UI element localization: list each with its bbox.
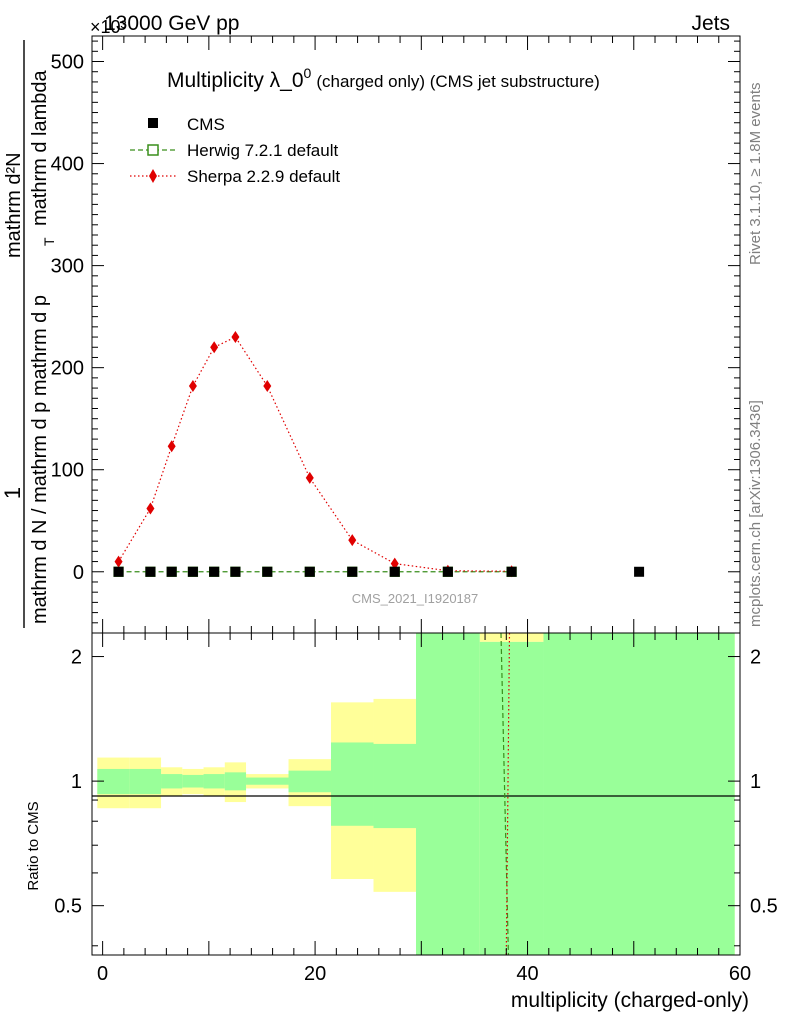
- ratio-band-green: [543, 633, 735, 955]
- cms-point: [145, 566, 156, 577]
- main-y-tick-label: 300: [51, 256, 84, 278]
- ratio-band-green: [224, 772, 247, 791]
- main-x-axis-ticks: [102, 36, 741, 633]
- y-scale-exponent: ×10³: [90, 17, 127, 37]
- sherpa-point: [114, 555, 123, 568]
- ratio-y-tick-label-left: 0.5: [54, 896, 82, 918]
- ratio-band-green: [479, 641, 544, 955]
- ratio-panel: 0.5 0.5 1 1 2 2 0 20 40 60: [54, 632, 778, 985]
- ratio-x-axis: 0 20 40 60: [97, 633, 751, 985]
- legend-cms-label: CMS: [187, 115, 225, 134]
- cms-point: [166, 566, 177, 577]
- x-axis-label: multiplicity (charged-only): [511, 989, 749, 1012]
- sherpa-point: [305, 471, 314, 484]
- cms-point: [347, 566, 358, 577]
- sherpa-ratio-line: [505, 632, 511, 956]
- y-label-tail: mathrm d lambda: [29, 70, 51, 226]
- ratio-band-green: [129, 768, 162, 795]
- ratio-y-label: Ratio to CMS: [25, 801, 42, 890]
- cms-point: [230, 566, 241, 577]
- ratio-y-tick-label-right: 2: [750, 647, 761, 669]
- ratio-band-green: [373, 743, 416, 829]
- ratio-x-tick-label: 60: [729, 963, 751, 985]
- main-y-tick-label: 0: [73, 562, 84, 584]
- legend-herwig-marker: [147, 144, 159, 156]
- y-label-top: mathrm d²N: [3, 152, 25, 258]
- ratio-band-green: [161, 774, 183, 789]
- ratio-band-green: [288, 770, 332, 793]
- legend-herwig-label: Herwig 7.2.1 default: [187, 141, 338, 160]
- ratio-y-tick-label-left: 1: [71, 771, 82, 793]
- cms-point: [262, 566, 273, 577]
- sherpa-line: [118, 336, 512, 572]
- cms-point: [113, 566, 124, 577]
- beam-label: 13000 GeV pp: [104, 12, 239, 35]
- cms-point: [442, 566, 453, 577]
- cms-point: [389, 566, 400, 577]
- ratio-band-green: [182, 774, 204, 788]
- main-y-label: 1 mathrm d N / mathrm d p mathrm d p T m…: [0, 40, 57, 628]
- ratio-x-tick-label: 40: [516, 963, 538, 985]
- ratio-frame: [91, 632, 741, 956]
- ratio-lines: [500, 632, 511, 956]
- sherpa-point: [167, 440, 176, 453]
- ratio-y-tick-label-right: 1: [750, 771, 761, 793]
- plot-title-subtitle: (charged only) (CMS jet substructure): [316, 72, 599, 91]
- y-label-numerator: 1: [0, 487, 25, 499]
- mcplots-note: mcplots.cern.ch [arXiv:1306.3436]: [747, 400, 764, 627]
- legend-sherpa-marker: [149, 169, 157, 183]
- sherpa-point: [188, 380, 197, 393]
- cms-point: [304, 566, 315, 577]
- sherpa-series: [114, 331, 516, 578]
- process-label: Jets: [691, 12, 730, 35]
- ratio-y-axis: 0.5 0.5 1 1 2 2: [54, 647, 778, 947]
- sherpa-point: [210, 341, 219, 354]
- sherpa-point: [390, 557, 399, 570]
- rivet-note: Rivet 3.1.10, ≥ 1.8M events: [747, 83, 764, 266]
- ratio-band-green: [203, 774, 225, 789]
- y-label-denominator: mathrm d N / mathrm d p mathrm d p: [29, 295, 51, 624]
- legend-cms-marker: [148, 118, 158, 128]
- legend: CMS Herwig 7.2.1 default Sherpa 2.2.9 de…: [130, 115, 340, 186]
- plot-title-main: Multiplicity λ_0: [167, 69, 304, 92]
- ratio-band-yellow: [479, 633, 544, 642]
- cms-point: [187, 566, 198, 577]
- main-y-tick-label: 500: [51, 52, 84, 74]
- ratio-x-tick-label: 20: [304, 963, 326, 985]
- ratio-y-tick-label-right: 0.5: [750, 896, 778, 918]
- plot-title: Multiplicity λ_00 (charged only) (CMS jet…: [167, 65, 600, 92]
- main-y-tick-label: 400: [51, 154, 84, 176]
- sherpa-point: [348, 534, 357, 547]
- ratio-x-tick-label: 0: [97, 963, 108, 985]
- analysis-id: CMS_2021_I1920187: [352, 591, 479, 606]
- cms-series: [113, 566, 645, 577]
- plot-title-superscript: 0: [304, 65, 312, 81]
- ratio-band-green: [331, 742, 374, 826]
- cms-point: [634, 566, 645, 577]
- sherpa-point: [263, 380, 272, 393]
- cms-point: [506, 566, 517, 577]
- main-y-tick-label: 200: [51, 358, 84, 380]
- ratio-band-green: [416, 633, 480, 955]
- legend-sherpa-label: Sherpa 2.2.9 default: [187, 167, 340, 186]
- sherpa-point: [231, 331, 240, 344]
- ratio-bands: [97, 633, 735, 955]
- cms-point: [209, 566, 220, 577]
- sherpa-point: [146, 502, 155, 515]
- main-y-tick-label: 100: [51, 460, 84, 482]
- ratio-band-green: [246, 777, 289, 785]
- y-label-subscript: T: [41, 237, 57, 246]
- ratio-y-tick-label-left: 2: [71, 647, 82, 669]
- main-y-axis: 0 100 200 300 400 500: [51, 40, 740, 624]
